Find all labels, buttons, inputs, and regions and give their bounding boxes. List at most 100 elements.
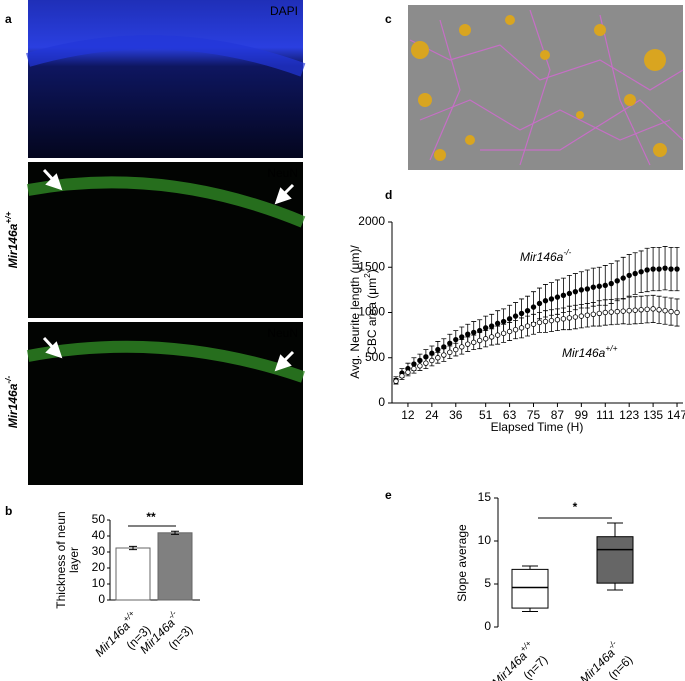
significance: ** bbox=[146, 510, 156, 524]
data-point bbox=[656, 307, 662, 313]
data-point bbox=[626, 272, 632, 279]
data-point bbox=[614, 278, 620, 284]
data-point bbox=[405, 369, 411, 375]
data-point bbox=[560, 316, 567, 322]
y-tick-label: 30 bbox=[92, 544, 106, 558]
y-tick-label: 500 bbox=[365, 350, 385, 364]
y-tick-label: 0 bbox=[484, 619, 491, 633]
data-point bbox=[471, 339, 477, 346]
superscript: -/- bbox=[3, 375, 13, 383]
data-point bbox=[560, 292, 567, 299]
data-point bbox=[512, 326, 519, 333]
y-tick-label: 0 bbox=[378, 395, 385, 409]
y-tick-label: 20 bbox=[92, 560, 106, 574]
dapi-band bbox=[26, 35, 306, 77]
whisker bbox=[522, 565, 538, 570]
data-point bbox=[441, 352, 447, 358]
text-part: ) bbox=[365, 269, 379, 273]
y-tick-label: 10 bbox=[478, 533, 492, 547]
data-point bbox=[590, 311, 597, 318]
data-point bbox=[494, 332, 501, 338]
data-point bbox=[674, 266, 680, 272]
data-point bbox=[476, 327, 483, 334]
data-point bbox=[471, 329, 477, 336]
data-point bbox=[638, 307, 644, 313]
data-point bbox=[644, 306, 650, 313]
data-point bbox=[572, 288, 579, 295]
y-axis-label: CBC area (μm2) bbox=[362, 269, 379, 355]
data-point bbox=[668, 308, 674, 315]
data-point bbox=[608, 280, 614, 287]
data-point bbox=[536, 300, 543, 307]
row-label: Mir146a-/- bbox=[3, 375, 20, 428]
data-point bbox=[435, 346, 441, 353]
y-axis-label: Thickness of neun bbox=[54, 511, 68, 608]
data-point bbox=[554, 317, 561, 323]
data-point bbox=[476, 337, 483, 344]
data-point bbox=[459, 334, 465, 340]
x-tick-label: 75 bbox=[527, 408, 541, 422]
y-axis-label: Slope average bbox=[455, 524, 469, 602]
data-point bbox=[530, 304, 537, 310]
whisker bbox=[607, 522, 623, 537]
data-point bbox=[650, 266, 656, 272]
whisker bbox=[607, 583, 623, 591]
y-tick-label: 15 bbox=[478, 490, 492, 504]
data-point bbox=[399, 373, 405, 379]
data-point bbox=[620, 275, 626, 281]
neurites bbox=[409, 9, 684, 166]
data-point bbox=[578, 313, 585, 319]
data-point bbox=[572, 314, 579, 320]
error-bar bbox=[171, 530, 179, 535]
superscript: -/- bbox=[563, 247, 571, 257]
data-point bbox=[423, 354, 429, 360]
data-point bbox=[453, 346, 459, 353]
image-label: DAPI bbox=[270, 4, 298, 18]
y-tick-label: 40 bbox=[92, 528, 106, 542]
y-tick-label: 2000 bbox=[358, 214, 385, 228]
data-point bbox=[447, 349, 453, 356]
data-point bbox=[608, 309, 614, 315]
data-point bbox=[459, 344, 465, 350]
data-point bbox=[429, 357, 435, 364]
data-point bbox=[441, 344, 447, 350]
data-point bbox=[554, 294, 561, 300]
data-point bbox=[548, 317, 555, 324]
arrows bbox=[42, 168, 295, 372]
data-point bbox=[596, 310, 602, 317]
data-point bbox=[411, 365, 417, 372]
data-point bbox=[500, 318, 507, 325]
data-point bbox=[465, 331, 471, 337]
data-point bbox=[423, 360, 429, 366]
data-point bbox=[584, 286, 591, 292]
data-point bbox=[393, 378, 399, 384]
data-point bbox=[417, 363, 423, 369]
data-point bbox=[614, 308, 620, 315]
dapi-image bbox=[28, 0, 303, 158]
y-tick-label: 0 bbox=[98, 592, 105, 606]
superscript: +/+ bbox=[3, 211, 13, 223]
significance: * bbox=[573, 500, 578, 514]
superscript: 2 bbox=[362, 273, 372, 278]
neun-band bbox=[26, 176, 306, 228]
data-point bbox=[566, 290, 573, 297]
data-point bbox=[482, 336, 489, 342]
data-point bbox=[632, 270, 638, 277]
neurite-image bbox=[408, 5, 683, 170]
series-label: Mir146a+/+ bbox=[562, 343, 618, 360]
data-point bbox=[530, 321, 537, 327]
data-point bbox=[429, 350, 435, 356]
data-point bbox=[590, 284, 597, 290]
data-point bbox=[518, 325, 525, 331]
panel-letter: e bbox=[385, 488, 392, 502]
data-point bbox=[656, 266, 662, 272]
x-tick-label: 51 bbox=[479, 408, 493, 422]
data-point bbox=[662, 307, 668, 314]
y-tick-label: 50 bbox=[92, 512, 106, 526]
panel-letter: a bbox=[5, 12, 12, 26]
x-tick-label: 123 bbox=[619, 408, 639, 422]
data-point bbox=[626, 307, 632, 314]
x-tick-label: 87 bbox=[551, 408, 565, 422]
data-point bbox=[506, 316, 513, 322]
data-point bbox=[524, 307, 531, 314]
